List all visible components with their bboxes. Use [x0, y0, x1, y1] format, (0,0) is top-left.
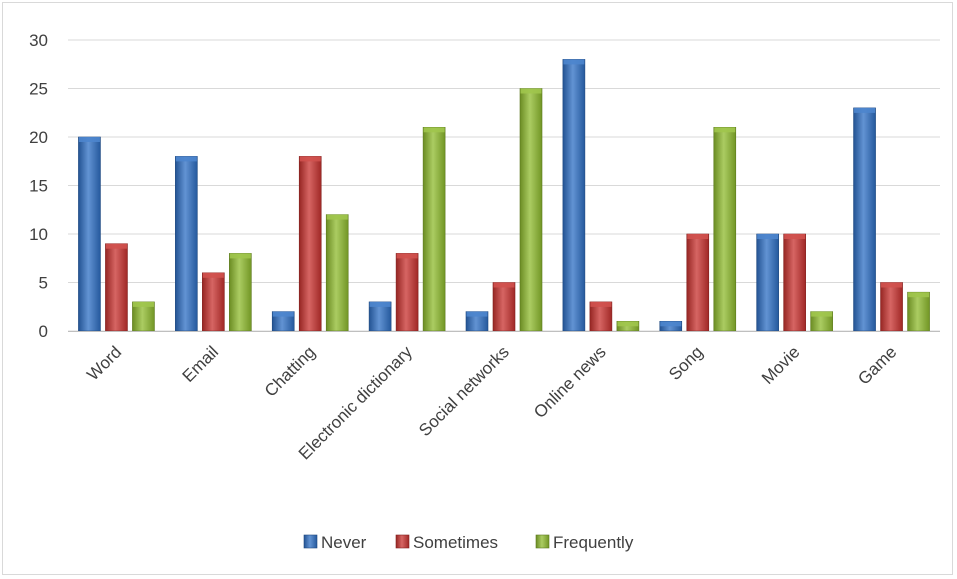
bar-top-bevel [687, 234, 709, 239]
y-tick-label: 15 [29, 177, 48, 196]
bar-top-bevel [811, 311, 833, 317]
bar-sometimes-movie [783, 233, 806, 332]
bar-top-bevel [660, 321, 682, 327]
bar-top-bevel [617, 321, 639, 327]
bar-top-bevel [493, 282, 515, 288]
bar-never-email [175, 156, 198, 332]
bar-top-bevel [881, 282, 903, 288]
legend: Never Sometimes Frequently [303, 533, 634, 552]
bar-never-movie [756, 233, 779, 332]
bar-never-game [853, 107, 876, 332]
bar-top-bevel [78, 137, 100, 142]
bar-top-bevel [908, 292, 930, 298]
x-category-label: Movie [758, 342, 804, 388]
x-category-label: Song [665, 342, 707, 384]
bars [78, 59, 930, 332]
legend-label-never: Never [321, 533, 367, 552]
bar-frequently-electronic-dictionary [422, 127, 446, 332]
bar-sometimes-social-networks [492, 282, 516, 332]
bar-top-bevel [714, 127, 736, 133]
bar-frequently-chatting [325, 214, 349, 332]
x-category-label: Game [854, 342, 900, 388]
bar-frequently-game [907, 291, 930, 332]
bar-sometimes-game [880, 282, 903, 332]
bar-top-bevel [396, 253, 418, 259]
legend-swatch-frequently [535, 534, 550, 549]
y-axis-tick-labels: 0 5 10 15 20 25 30 [29, 31, 48, 341]
bar-top-bevel [202, 272, 224, 278]
legend-label-sometimes: Sometimes [413, 533, 498, 552]
bar-frequently-email [229, 253, 252, 332]
bar-sometimes-chatting [298, 156, 322, 332]
bar-sometimes-electronic-dictionary [395, 253, 419, 332]
y-tick-label: 20 [29, 128, 48, 147]
bar-sometimes-email [202, 272, 225, 332]
legend-swatch-sometimes [395, 534, 410, 549]
y-tick-label: 25 [29, 80, 48, 99]
bar-never-word [78, 136, 101, 332]
x-category-label: Chatting [261, 342, 319, 400]
bar-top-bevel [326, 214, 348, 220]
bar-top-bevel [105, 243, 127, 249]
bar-sometimes-word [105, 243, 128, 332]
bar-frequently-social-networks [519, 88, 543, 332]
bar-top-bevel [854, 107, 876, 113]
x-category-label: Social networks [415, 342, 513, 440]
legend-swatch-never [303, 534, 318, 549]
bar-top-bevel [466, 311, 488, 317]
bar-top-bevel [175, 156, 197, 162]
y-tick-label: 30 [29, 31, 48, 50]
bar-sometimes-song [686, 233, 710, 332]
x-category-label: Online news [530, 342, 610, 422]
bar-top-bevel [423, 127, 445, 133]
y-tick-label: 5 [39, 274, 48, 293]
bar-never-online-news [562, 59, 586, 332]
bar-top-bevel [132, 301, 154, 307]
x-category-label: Email [179, 342, 222, 385]
bar-top-bevel [272, 311, 294, 317]
x-category-label: Word [83, 342, 125, 384]
bar-top-bevel [520, 88, 542, 94]
legend-label-frequently: Frequently [553, 533, 634, 552]
bar-top-bevel [784, 234, 806, 239]
bar-top-bevel [229, 253, 251, 259]
y-tick-label: 0 [39, 322, 48, 341]
bar-frequently-song [713, 127, 737, 332]
bar-top-bevel [757, 234, 779, 239]
y-tick-label: 10 [29, 225, 48, 244]
bar-top-bevel [369, 301, 391, 307]
bar-top-bevel [299, 156, 321, 162]
bar-top-bevel [590, 301, 612, 307]
bar-top-bevel [563, 59, 585, 65]
